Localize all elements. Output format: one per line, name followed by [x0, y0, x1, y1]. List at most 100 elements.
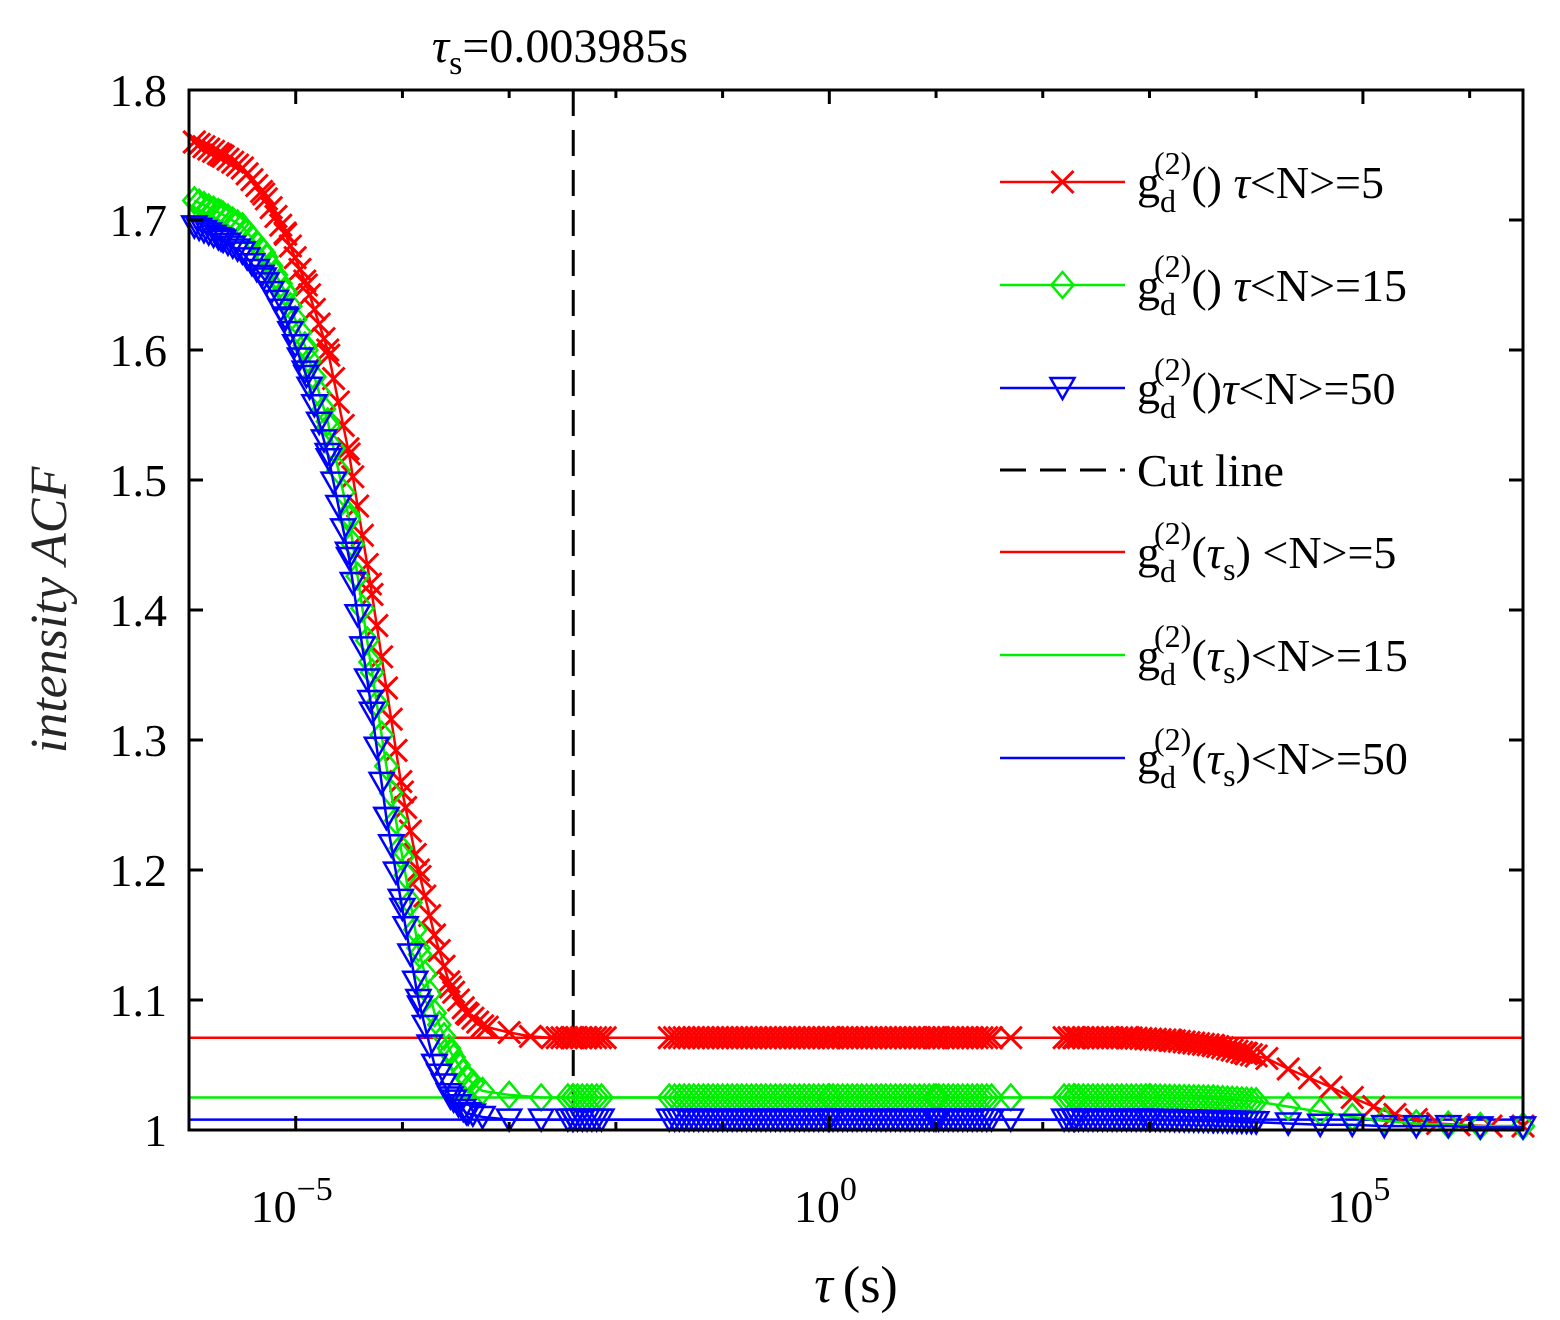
marker-cross: [497, 1020, 522, 1045]
marker-cross: [593, 1025, 618, 1050]
marker-cross: [1205, 1034, 1230, 1059]
marker-triangle: [206, 228, 236, 254]
legend-label: gd(2)(τs) <N>=5: [1137, 515, 1396, 589]
marker-cross: [1050, 169, 1075, 195]
marker-triangle: [367, 771, 396, 797]
marker-triangle: [300, 394, 329, 419]
marker-cross: [383, 738, 409, 763]
marker-triangle: [1434, 1114, 1463, 1140]
legend-entry: gd(2)() τ<N>=5: [1000, 145, 1384, 219]
marker-triangle: [242, 258, 271, 284]
x-tick-label: 10−5: [251, 1171, 333, 1232]
marker-triangle: [404, 988, 433, 1014]
marker-cross: [294, 272, 319, 298]
marker-cross: [588, 1025, 613, 1050]
marker-triangle: [386, 888, 415, 914]
marker-triangle: [362, 736, 391, 762]
marker-triangle: [996, 1108, 1025, 1134]
marker-cross: [182, 129, 207, 155]
marker-triangle: [313, 442, 342, 468]
marker-cross: [316, 343, 341, 368]
x-tick-exponent: 5: [1373, 1171, 1390, 1208]
x-tick-label: 105: [1327, 1171, 1390, 1232]
marker-triangle: [420, 1053, 449, 1079]
marker-triangle: [1370, 1114, 1399, 1140]
chart-title: τs=0.003985s: [432, 20, 688, 82]
marker-cross: [969, 1025, 994, 1050]
marker-cross: [1201, 1033, 1226, 1058]
marker-triangle: [333, 541, 363, 567]
marker-cross: [1224, 1039, 1250, 1064]
legend-label: gd(2)() τ<N>=15: [1137, 248, 1407, 322]
marker-cross: [369, 644, 394, 669]
marker-triangle: [295, 376, 324, 402]
marker-cross: [1116, 1025, 1141, 1050]
marker-cross: [561, 1025, 586, 1050]
marker-cross: [379, 707, 404, 732]
marker-triangle: [391, 915, 420, 941]
legend: gd(2)() τ<N>=5 gd(2)() τ<N>=15 gd(2)()τ<N>…: [1000, 145, 1408, 795]
marker-triangle: [921, 1108, 951, 1134]
marker-cross: [412, 883, 437, 909]
marker-cross: [422, 922, 447, 948]
marker-cross: [974, 1025, 999, 1050]
marker-cross: [364, 613, 389, 638]
marker-cross: [1254, 1046, 1279, 1071]
x-tick-exponent: −5: [297, 1171, 333, 1208]
marker-triangle: [285, 347, 315, 372]
axes-box: [187, 88, 1525, 1132]
marker-cross: [1276, 1056, 1301, 1081]
marker-cross: [417, 903, 442, 928]
marker-triangle: [559, 1108, 588, 1134]
marker-triangle: [405, 995, 435, 1021]
marker-cross: [1196, 1032, 1221, 1057]
marker-cross: [292, 269, 317, 294]
marker-triangle: [1402, 1114, 1431, 1140]
marker-triangle: [436, 1086, 465, 1112]
marker-cross: [539, 1025, 564, 1050]
y-tick-label: 1.7: [110, 195, 168, 246]
title-tau: τ: [432, 20, 451, 73]
marker-cross: [1229, 1040, 1254, 1065]
marker-cross: [208, 142, 234, 168]
x-tick-label: 100: [794, 1171, 857, 1232]
marker-triangle: [587, 1108, 616, 1134]
marker-cross: [817, 1025, 842, 1050]
marker-cross: [1318, 1075, 1343, 1100]
marker-triangle: [314, 447, 343, 473]
x-axis-unit: (s): [843, 1257, 898, 1314]
marker-cross: [315, 337, 340, 363]
marker-triangle: [452, 1101, 481, 1127]
marker-cross: [326, 389, 351, 415]
marker-triangle: [401, 970, 430, 996]
marker-cross: [251, 181, 276, 207]
y-tick-label: 1.6: [110, 325, 168, 376]
marker-diamond: [272, 276, 298, 307]
marker-triangle: [415, 1034, 444, 1060]
marker-triangle: [353, 668, 382, 694]
y-axis-label: intensity ACF: [21, 466, 78, 754]
x-axis-label: τ (s): [814, 1257, 898, 1314]
marker-triangle: [410, 1014, 440, 1040]
marker-cross: [340, 464, 365, 489]
marker-triangle: [458, 1103, 488, 1129]
legend-label: Cut line: [1137, 445, 1284, 496]
marker-diamond: [293, 335, 320, 365]
x-tick-base: 10: [794, 1181, 840, 1232]
marker-cross: [307, 311, 332, 337]
marker-diamond: [258, 251, 284, 282]
marker-triangle: [281, 334, 310, 359]
legend-entry: gd(2)(τs)<N>=50: [1000, 721, 1408, 795]
marker-triangle: [1048, 376, 1077, 402]
marker-triangle: [655, 1108, 684, 1134]
marker-cross: [1361, 1094, 1386, 1119]
marker-cross: [1215, 1036, 1240, 1061]
legend-label: gd(2)(τs)<N>=15: [1137, 618, 1408, 692]
y-tick-label: 1.2: [110, 845, 168, 896]
series-line: [193, 225, 1523, 1129]
marker-cross: [657, 1025, 682, 1050]
marker-triangle: [1338, 1113, 1367, 1139]
y-tick-label: 1.8: [110, 65, 168, 116]
marker-cross: [1239, 1042, 1264, 1067]
